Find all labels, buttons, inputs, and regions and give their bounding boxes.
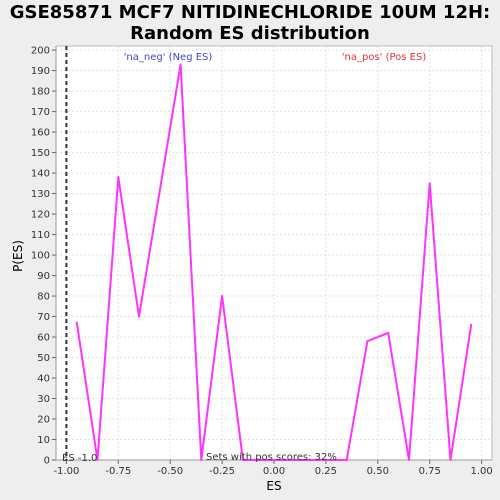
y-tick-label: 70 bbox=[37, 312, 50, 323]
y-tick-label: 170 bbox=[31, 107, 50, 118]
y-tick-label: 130 bbox=[31, 189, 50, 200]
y-tick-label: 10 bbox=[37, 435, 50, 446]
grid-lines bbox=[56, 46, 492, 461]
y-tick-label: 200 bbox=[31, 46, 50, 57]
y-tick-label: 20 bbox=[37, 415, 50, 426]
x-tick-label: 0.00 bbox=[263, 466, 285, 477]
x-tick-label: -1.00 bbox=[53, 466, 79, 477]
data-point bbox=[304, 459, 307, 461]
x-tick-label: -0.50 bbox=[157, 466, 183, 477]
y-tick-label: 180 bbox=[31, 87, 50, 98]
data-point bbox=[449, 459, 452, 461]
y-tick-label: 0 bbox=[44, 456, 50, 467]
x-tick-label: -0.25 bbox=[209, 466, 235, 477]
plot-area bbox=[56, 46, 492, 460]
data-point bbox=[221, 295, 224, 298]
data-point bbox=[283, 459, 286, 461]
x-tick-label: 0.75 bbox=[419, 466, 441, 477]
y-tick-label: 50 bbox=[37, 353, 50, 364]
axes: 0 10 20 30 40 50 60 70 80 90 100 110 120 130 140 150 160… bbox=[31, 45, 493, 477]
y-tick-label: 30 bbox=[37, 394, 50, 405]
data-point bbox=[200, 459, 203, 461]
y-tick-label: 110 bbox=[31, 230, 50, 241]
series-line-group bbox=[65, 46, 473, 461]
data-point bbox=[387, 331, 390, 334]
data-point bbox=[138, 315, 141, 318]
neg-es-annotation: 'na_neg' (Neg ES) bbox=[124, 52, 213, 63]
y-tick-label: 100 bbox=[31, 251, 50, 262]
y-tick-label: 40 bbox=[37, 374, 50, 385]
y-tick-label: 90 bbox=[37, 271, 50, 282]
data-point bbox=[428, 182, 431, 185]
data-point bbox=[407, 459, 410, 461]
chart-title-line1: GSE85871 MCF7 NITIDINECHLORIDE 10UM 12H: bbox=[10, 2, 491, 23]
data-point bbox=[96, 459, 99, 461]
data-point bbox=[241, 459, 244, 461]
x-tick-label: 0.25 bbox=[315, 466, 337, 477]
data-point bbox=[179, 63, 182, 66]
y-tick-label: 190 bbox=[31, 66, 50, 77]
y-tick-label: 160 bbox=[31, 128, 50, 139]
x-tick-label: 0.50 bbox=[367, 466, 389, 477]
y-tick-label: 80 bbox=[37, 292, 50, 303]
x-axis-label: ES bbox=[266, 479, 281, 493]
data-point bbox=[117, 176, 120, 179]
pos-es-annotation: 'na_pos' (Pos ES) bbox=[342, 52, 427, 63]
observed-es-label: ES -1.0 bbox=[62, 453, 97, 464]
data-point bbox=[324, 459, 327, 461]
chart-title-line2: Random ES distribution bbox=[130, 23, 370, 44]
y-tick-label: 120 bbox=[31, 210, 50, 221]
x-tick-label: -0.75 bbox=[105, 466, 131, 477]
y-tick-label: 140 bbox=[31, 169, 50, 180]
y-tick-label: 60 bbox=[37, 333, 50, 344]
data-point bbox=[366, 340, 369, 343]
data-point bbox=[345, 459, 348, 461]
y-axis-label: P(ES) bbox=[11, 240, 25, 272]
data-point bbox=[262, 459, 265, 461]
data-point bbox=[75, 321, 78, 324]
x-tick-label: 1.00 bbox=[470, 466, 492, 477]
data-point bbox=[470, 323, 473, 326]
y-tick-label: 150 bbox=[31, 148, 50, 159]
pos-scores-label: Sets with pos scores: 32% bbox=[206, 452, 337, 463]
